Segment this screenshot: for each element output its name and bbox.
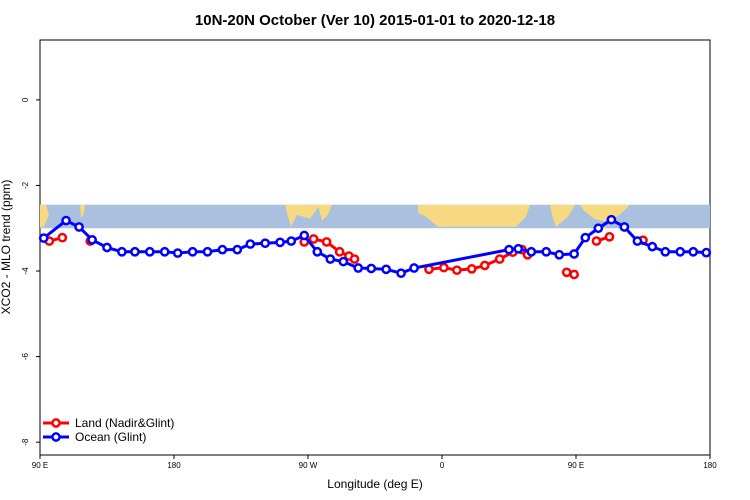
x-tick-label: 90 E	[32, 461, 48, 470]
land-series-point	[479, 260, 490, 271]
ocean-series-point	[187, 246, 198, 257]
ocean-series-point	[87, 234, 97, 245]
legend-swatch-marker	[51, 418, 61, 428]
x-tick-label: 180	[703, 461, 717, 470]
ocean-series-point	[632, 236, 643, 246]
ocean-series-point	[381, 264, 392, 275]
ocean-series-point	[647, 241, 658, 252]
x-tick-label: 90 W	[299, 461, 318, 470]
ocean-series-point	[569, 249, 579, 259]
land-patch	[580, 204, 630, 223]
ocean-series-point	[38, 233, 49, 243]
land-ocean-map-band	[40, 204, 710, 229]
ocean-series-point	[504, 244, 514, 255]
x-axis: 90 E 180 90 W 0 90 E 180	[32, 455, 717, 470]
ocean-series-point	[245, 239, 256, 249]
x-axis-label: Longitude (deg E)	[327, 477, 422, 491]
ocean-series-point	[619, 222, 630, 232]
ocean-series-point	[117, 246, 127, 257]
legend-entry-label: Land (Nadir&Glint)	[75, 416, 174, 430]
ocean-series-point	[286, 236, 297, 246]
ocean-series-point	[217, 244, 228, 255]
land-patch	[550, 204, 575, 227]
y-tick-label: 0	[21, 97, 30, 102]
y-tick-label: -8	[21, 438, 30, 446]
land-series-point	[466, 264, 477, 274]
y-axis-label: XCO2 - MLO trend (ppm)	[0, 180, 13, 315]
x-tick-label: 0	[440, 461, 445, 470]
land-series-point	[452, 265, 462, 276]
ocean-series-point	[675, 246, 686, 257]
ocean-series-point	[74, 222, 84, 232]
x-tick-label: 90 E	[568, 461, 584, 470]
ocean-series-point	[130, 246, 140, 257]
ocean-series-point	[396, 268, 406, 279]
land-patch	[40, 204, 49, 227]
land-series-point	[334, 246, 345, 257]
ocean-series-point	[593, 223, 604, 234]
land-series-point	[321, 237, 332, 247]
legend-swatch-marker	[51, 432, 61, 442]
land-series-point	[439, 262, 449, 273]
plot-area-frame	[39, 39, 711, 456]
ocean-series-point	[202, 246, 213, 257]
ocean-series-point	[701, 247, 712, 258]
ocean-series-point	[312, 246, 323, 257]
land-series-point	[561, 267, 572, 278]
series-layer	[38, 214, 712, 280]
land-series-point	[591, 236, 602, 246]
land-patch	[318, 204, 332, 221]
ocean-series-point	[353, 263, 364, 273]
ocean-series-point	[102, 242, 112, 253]
chart-title: 10N-20N October (Ver 10) 2015-01-01 to 2…	[195, 12, 555, 29]
x-tick-label: 180	[167, 461, 181, 470]
land-series-point	[308, 234, 319, 244]
ocean-band	[40, 204, 710, 229]
ocean-series-point	[232, 244, 243, 255]
land-patch	[418, 204, 530, 227]
legend: Land (Nadir&Glint)Ocean (Glint)	[43, 416, 174, 444]
land-series-point	[604, 231, 615, 242]
ocean-series-point	[172, 248, 183, 258]
land-series-point	[57, 232, 68, 243]
ocean-series-point	[61, 215, 71, 226]
y-tick-label: -4	[21, 267, 30, 275]
y-tick-label: -6	[21, 352, 30, 360]
ocean-series-point	[275, 237, 285, 248]
land-series-point	[349, 254, 360, 264]
ocean-series-point	[409, 263, 419, 273]
y-tick-label: -2	[21, 181, 30, 189]
ocean-series-point	[338, 256, 349, 267]
land-patch	[80, 204, 85, 219]
land-series-point	[494, 254, 505, 264]
ocean-series-point	[541, 246, 552, 257]
land-series-point	[569, 269, 579, 280]
ocean-series-point	[260, 238, 271, 249]
land-patch	[285, 204, 320, 227]
ocean-series-point	[526, 246, 537, 257]
y-axis: 0 -2 -4 -6 -8	[21, 97, 40, 446]
ocean-series-point	[144, 246, 155, 257]
ocean-series-point	[606, 214, 617, 225]
ocean-series-point	[660, 246, 671, 257]
ocean-series-point	[299, 230, 310, 241]
ocean-series-point	[159, 246, 170, 257]
ocean-series-point	[554, 249, 565, 260]
ocean-series-point	[580, 232, 591, 243]
ocean-series-point	[513, 243, 524, 254]
legend-entry-label: Ocean (Glint)	[75, 430, 146, 444]
ocean-series-point	[366, 263, 377, 274]
ocean-series-point	[688, 246, 699, 257]
ocean-series-point	[325, 254, 336, 264]
